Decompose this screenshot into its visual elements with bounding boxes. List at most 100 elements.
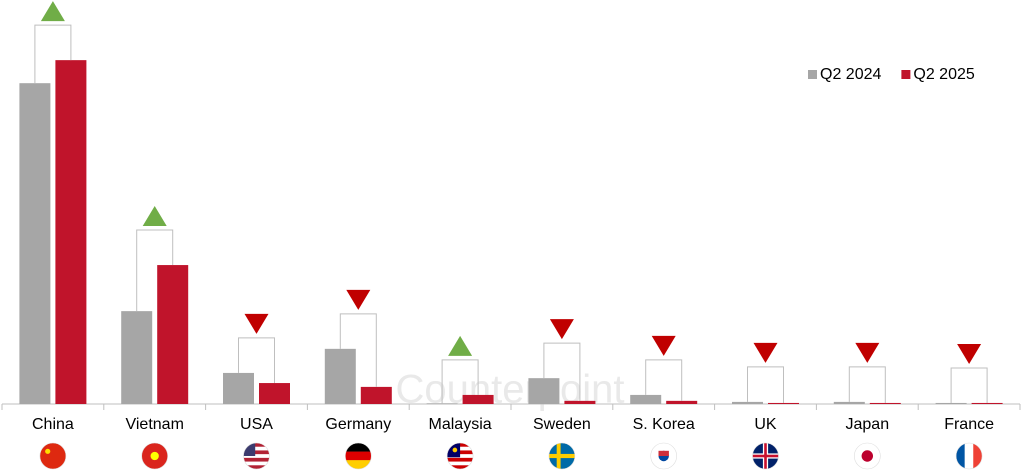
trend-arrow	[957, 343, 982, 364]
bracket	[238, 337, 275, 384]
flag-part	[345, 460, 372, 469]
flag-part	[39, 443, 66, 469]
flag-rim	[344, 442, 372, 470]
x-tick-label: Vietnam	[125, 416, 183, 433]
flag-rim	[39, 442, 67, 470]
bar	[259, 383, 290, 404]
flag-rim	[853, 442, 881, 470]
bar	[564, 400, 596, 404]
x-tick-label: S. Korea	[633, 416, 695, 433]
bar	[55, 60, 87, 405]
legend-swatch	[901, 70, 911, 79]
flag	[39, 443, 66, 469]
flag-part	[243, 446, 270, 451]
trend-arrow	[651, 335, 676, 356]
flag-rim	[446, 442, 474, 470]
x-tick-label: Malaysia	[429, 416, 492, 433]
bracket	[950, 367, 988, 403]
trend-arrow	[40, 1, 65, 22]
bar	[971, 402, 1003, 404]
flag	[345, 443, 372, 469]
flag-rim	[650, 442, 678, 470]
x-tick-label: USA	[240, 416, 273, 433]
bar	[121, 311, 153, 404]
bar	[462, 394, 494, 404]
flag-part	[964, 443, 974, 469]
bracket	[848, 366, 886, 403]
flag	[548, 443, 575, 469]
flag	[956, 443, 983, 469]
bar	[833, 401, 865, 404]
flag-rim	[548, 442, 576, 470]
flag-part	[45, 448, 51, 454]
flag-part	[447, 461, 474, 466]
flag-part	[243, 461, 270, 466]
flag-part	[752, 454, 779, 458]
bracket	[136, 229, 174, 312]
flag-part	[243, 457, 270, 463]
x-tick-label: Germany	[325, 416, 391, 433]
trend-arrow	[346, 289, 371, 310]
legend-swatch	[808, 70, 817, 79]
x-tick-label: Sweden	[533, 416, 591, 433]
x-tick-label: Japan	[846, 416, 890, 433]
trend-arrow	[753, 342, 778, 363]
flag	[447, 443, 474, 469]
trend-arrow	[244, 313, 269, 334]
flag	[752, 443, 779, 469]
bar	[223, 372, 254, 404]
trend-arrow	[855, 342, 880, 363]
flag-part	[345, 443, 372, 452]
legend-label: Q2 2024	[820, 66, 881, 83]
bar	[19, 83, 51, 404]
flag	[141, 443, 168, 469]
flag-part	[447, 457, 474, 463]
bar	[732, 401, 763, 404]
flag-part	[243, 465, 270, 469]
flag-part	[548, 453, 575, 459]
flag-part	[345, 451, 372, 461]
flag-part	[973, 443, 983, 469]
bar	[935, 402, 967, 404]
flag-rim	[955, 442, 983, 470]
bar	[666, 400, 698, 404]
flag-rim	[243, 442, 270, 470]
flag-part	[243, 443, 270, 448]
bar	[528, 378, 560, 404]
flag	[650, 443, 677, 469]
flag-part	[243, 450, 270, 455]
flag-rim	[752, 442, 779, 470]
x-tick-label: China	[32, 416, 74, 433]
flag-part	[658, 450, 669, 456]
watermark: Counterpoint	[395, 368, 624, 412]
x-tick-label: France	[944, 416, 994, 433]
flag-rim	[141, 442, 168, 470]
bracket	[645, 359, 683, 401]
flag-part	[447, 465, 474, 469]
bracket	[543, 342, 581, 401]
bracket	[339, 313, 377, 387]
trend-arrow	[549, 319, 574, 340]
x-tick-label: UK	[754, 416, 777, 433]
flag-part	[861, 450, 874, 462]
bar	[869, 402, 901, 404]
trend-arrow	[142, 206, 167, 227]
bar	[630, 394, 662, 404]
flag-part	[452, 447, 458, 453]
bracket	[747, 366, 784, 403]
bar	[324, 348, 356, 404]
trend-arrow	[448, 335, 473, 356]
bar	[360, 386, 392, 404]
bracket	[441, 359, 479, 404]
flag-part	[150, 451, 159, 461]
flag-part	[243, 454, 270, 459]
flag-part	[243, 443, 256, 456]
bar	[157, 265, 189, 404]
bar	[768, 402, 799, 404]
flag-part	[956, 443, 965, 469]
bar	[426, 403, 458, 405]
flag	[243, 443, 270, 469]
flag	[854, 443, 881, 469]
bracket	[34, 24, 72, 84]
